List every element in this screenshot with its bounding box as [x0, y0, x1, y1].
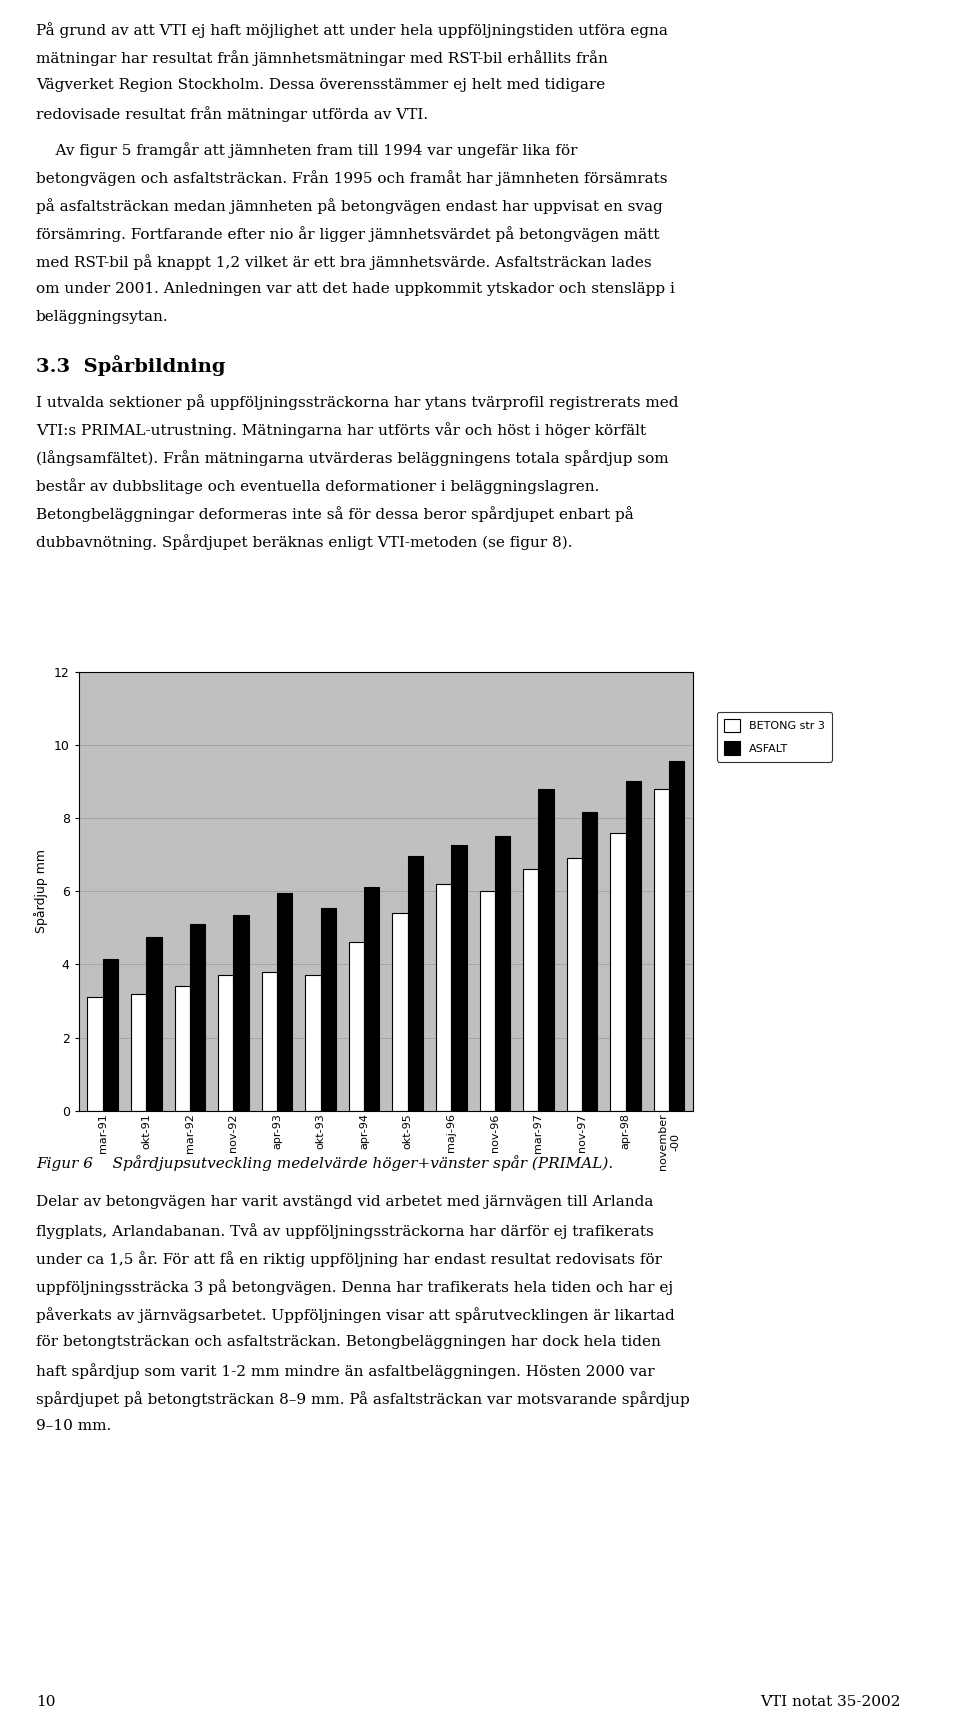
Bar [103, 959, 118, 1111]
Text: VTI:s PRIMAL-utrustning. Mätningarna har utförts vår och höst i höger körfält: VTI:s PRIMAL-utrustning. Mätningarna har… [36, 422, 646, 439]
Text: VTI notat 35-2002: VTI notat 35-2002 [760, 1694, 900, 1708]
Text: påverkats av järnvägsarbetet. Uppföljningen visar att spårutvecklingen är likart: påverkats av järnvägsarbetet. Uppföljnin… [36, 1307, 675, 1322]
Bar [364, 887, 379, 1111]
Text: haft spårdjup som varit 1-2 mm mindre än asfaltbeläggningen. Hösten 2000 var: haft spårdjup som varit 1-2 mm mindre än… [36, 1364, 655, 1379]
Bar [451, 846, 467, 1111]
Text: redovisade resultat från mätningar utförda av VTI.: redovisade resultat från mätningar utför… [36, 107, 428, 122]
Text: 9–10 mm.: 9–10 mm. [36, 1419, 111, 1433]
Text: betongvägen och asfaltsträckan. Från 1995 och framåt har jämnheten försämrats: betongvägen och asfaltsträckan. Från 199… [36, 170, 667, 186]
Text: Av figur 5 framgår att jämnheten fram till 1994 var ungefär lika för: Av figur 5 framgår att jämnheten fram ti… [36, 143, 578, 158]
Bar [611, 833, 626, 1111]
Text: Delar av betongvägen har varit avstängd vid arbetet med järnvägen till Arlanda: Delar av betongvägen har varit avstängd … [36, 1195, 654, 1209]
Text: mätningar har resultat från jämnhetsmätningar med RST-bil erhållits från: mätningar har resultat från jämnhetsmätn… [36, 50, 608, 65]
Text: om under 2001. Anledningen var att det hade uppkommit ytskador och stensläpp i: om under 2001. Anledningen var att det h… [36, 282, 675, 296]
Y-axis label: Spårdjup mm: Spårdjup mm [35, 849, 48, 933]
Bar [654, 789, 669, 1111]
Text: 3.3  Spårbildning: 3.3 Spårbildning [36, 355, 226, 375]
Text: uppföljningssträcka 3 på betongvägen. Denna har trafikerats hela tiden och har e: uppföljningssträcka 3 på betongvägen. De… [36, 1279, 673, 1295]
Bar [87, 997, 103, 1111]
Bar [393, 913, 408, 1111]
Bar [523, 870, 539, 1111]
Text: På grund av att VTI ej haft möjlighet att under hela uppföljningstiden utföra eg: På grund av att VTI ej haft möjlighet at… [36, 22, 668, 38]
Bar [626, 782, 641, 1111]
Bar [582, 813, 597, 1111]
Bar [262, 971, 277, 1111]
Text: Vägverket Region Stockholm. Dessa överensstämmer ej helt med tidigare: Vägverket Region Stockholm. Dessa överen… [36, 77, 605, 91]
Text: på asfaltsträckan medan jämnheten på betongvägen endast har uppvisat en svag: på asfaltsträckan medan jämnheten på bet… [36, 198, 662, 214]
Bar [131, 994, 146, 1111]
Text: (långsamfältet). Från mätningarna utvärderas beläggningens totala spårdjup som: (långsamfältet). Från mätningarna utvärd… [36, 451, 668, 467]
Text: består av dubbslitage och eventuella deformationer i beläggningslagren.: består av dubbslitage och eventuella def… [36, 479, 599, 494]
Text: med RST-bil på knappt 1,2 vilket är ett bra jämnhetsvärde. Asfaltsträckan lades: med RST-bil på knappt 1,2 vilket är ett … [36, 255, 652, 270]
Bar [494, 837, 510, 1111]
Bar [218, 975, 233, 1111]
Text: 10: 10 [36, 1694, 56, 1708]
Bar [348, 942, 364, 1111]
Text: I utvalda sektioner på uppföljningssträckorna har ytans tvärprofil registrerats : I utvalda sektioner på uppföljningssträc… [36, 394, 679, 410]
Bar [146, 937, 161, 1111]
Bar [175, 987, 190, 1111]
Bar [436, 883, 451, 1111]
Text: för betongtsträckan och asfaltsträckan. Betongbeläggningen har dock hela tiden: för betongtsträckan och asfaltsträckan. … [36, 1335, 660, 1348]
Bar [277, 894, 292, 1111]
Text: beläggningsytan.: beläggningsytan. [36, 310, 169, 324]
Text: Betongbeläggningar deformeras inte så för dessa beror spårdjupet enbart på: Betongbeläggningar deformeras inte så fö… [36, 506, 634, 522]
Text: försämring. Fortfarande efter nio år ligger jämnhetsvärdet på betongvägen mätt: försämring. Fortfarande efter nio år lig… [36, 226, 660, 243]
Bar [305, 975, 321, 1111]
Bar [539, 789, 554, 1111]
Bar [408, 856, 423, 1111]
Bar [190, 925, 205, 1111]
Bar [669, 761, 684, 1111]
Bar [233, 914, 249, 1111]
Bar [480, 892, 494, 1111]
Text: under ca 1,5 år. För att få en riktig uppföljning har endast resultat redovisats: under ca 1,5 år. För att få en riktig up… [36, 1250, 662, 1267]
Bar [566, 858, 582, 1111]
Bar [321, 907, 336, 1111]
Text: dubbavnötning. Spårdjupet beräknas enligt VTI-metoden (se figur 8).: dubbavnötning. Spårdjupet beräknas enlig… [36, 534, 572, 551]
Legend: BETONG str 3, ASFALT: BETONG str 3, ASFALT [717, 713, 832, 761]
Text: Figur 6    Spårdjupsutveckling medelvärde höger+vänster spår (PRIMAL).: Figur 6 Spårdjupsutveckling medelvärde h… [36, 1155, 613, 1171]
Text: spårdjupet på betongtsträckan 8–9 mm. På asfaltsträckan var motsvarande spårdjup: spårdjupet på betongtsträckan 8–9 mm. På… [36, 1391, 689, 1407]
Text: flygplats, Arlandabanan. Två av uppföljningssträckorna har därför ej trafikerats: flygplats, Arlandabanan. Två av uppföljn… [36, 1223, 654, 1238]
